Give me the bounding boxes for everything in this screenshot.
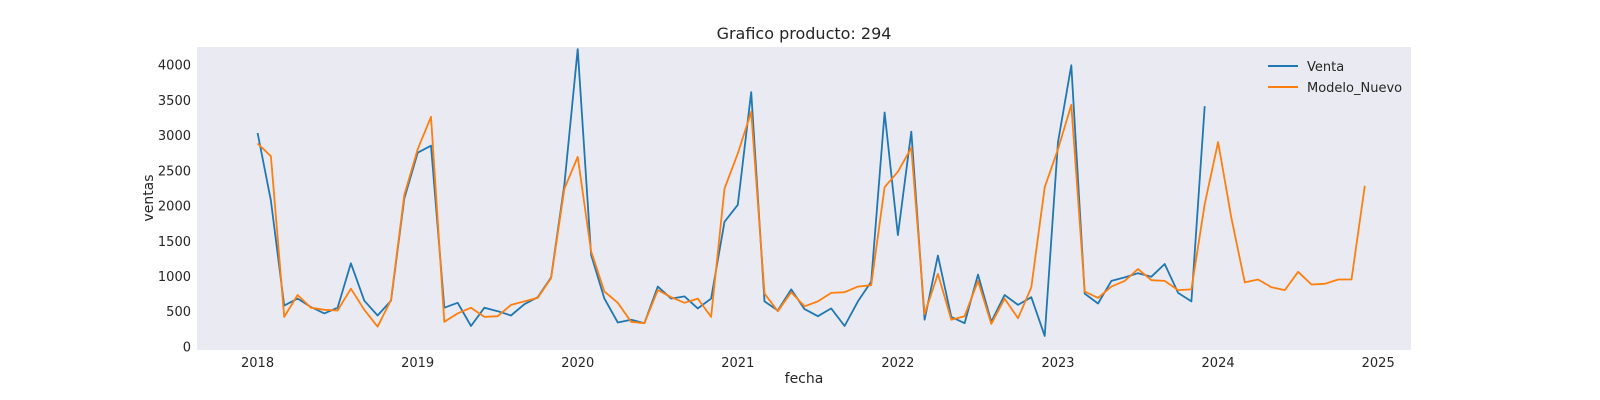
y-tick-label: 4000: [158, 59, 191, 74]
x-tick-labels: 2018 2019 2020 2021 2022 2023 2024 2025: [241, 356, 1395, 371]
legend: Venta Modelo_Nuevo: [1268, 60, 1402, 96]
chart-title: Grafico producto: 294: [717, 24, 892, 43]
y-tick-label: 1500: [158, 235, 191, 250]
x-tick-label: 2019: [401, 356, 434, 371]
x-tick-label: 2025: [1362, 356, 1395, 371]
y-tick-labels: 0 500 1000 1500 2000 2500 3000 3500 4000: [158, 59, 191, 356]
series-line-modelo-nuevo: [256, 103, 1366, 328]
y-tick-label: 2500: [158, 164, 191, 179]
plot-area: [197, 47, 1411, 350]
x-axis-label: fecha: [785, 371, 824, 387]
x-tick-label: 2024: [1202, 356, 1235, 371]
legend-label: Venta: [1307, 60, 1344, 75]
series-line-venta: [256, 48, 1206, 337]
y-tick-label: 0: [183, 340, 191, 355]
x-tick-label: 2023: [1041, 356, 1074, 371]
x-tick-label: 2020: [561, 356, 594, 371]
y-tick-label: 1000: [158, 270, 191, 285]
legend-label: Modelo_Nuevo: [1307, 81, 1402, 96]
y-tick-label: 3500: [158, 94, 191, 109]
x-tick-label: 2022: [881, 356, 914, 371]
series-lines: [256, 48, 1366, 337]
x-tick-label: 2018: [241, 356, 274, 371]
y-tick-label: 500: [166, 305, 191, 320]
y-tick-label: 3000: [158, 129, 191, 144]
y-tick-label: 2000: [158, 200, 191, 215]
y-axis-label: ventas: [141, 174, 157, 221]
x-tick-label: 2021: [721, 356, 754, 371]
